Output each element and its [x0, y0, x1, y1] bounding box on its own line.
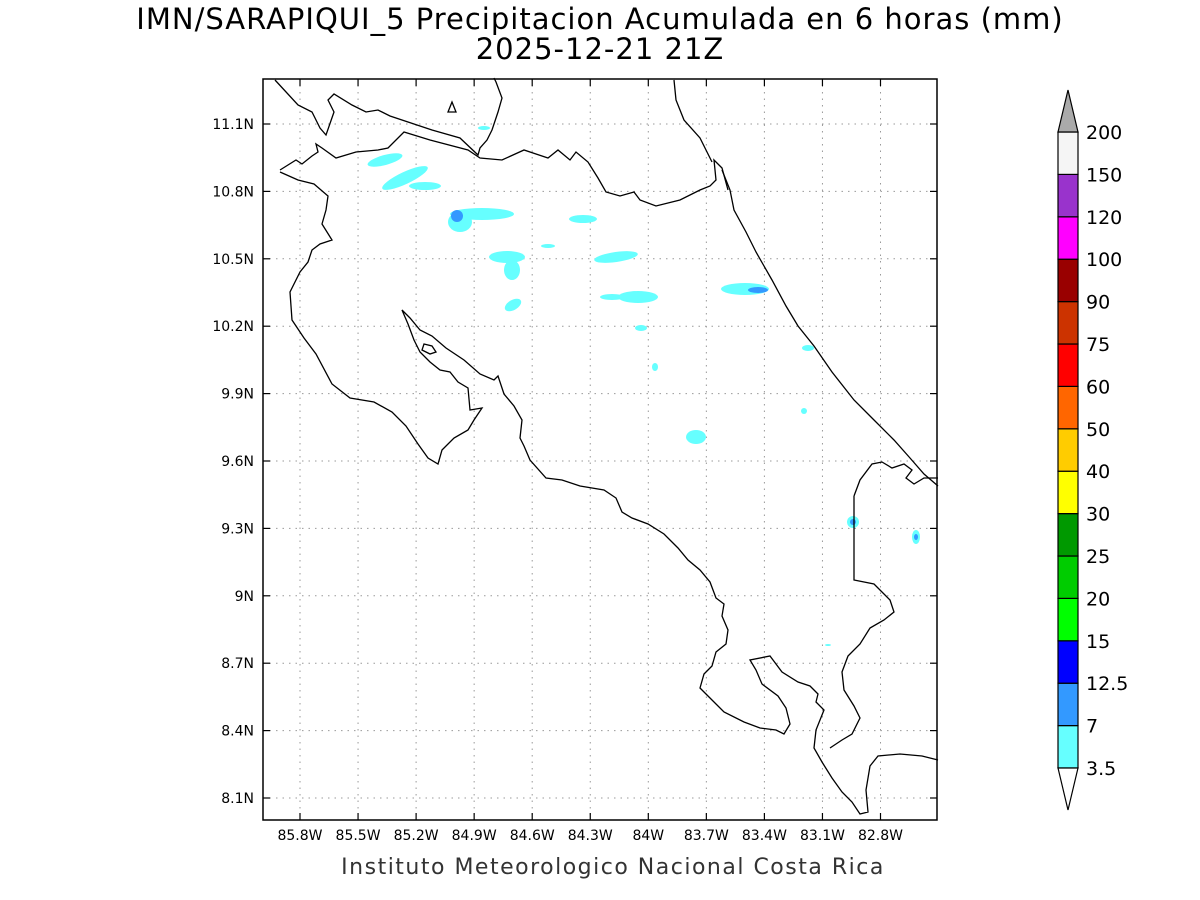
- lat-tick-label: 9.9N: [221, 387, 254, 403]
- colorbar-bottom-arrow: [1057, 767, 1079, 811]
- colorbar-label: 75: [1086, 334, 1110, 356]
- precip-area: [504, 260, 520, 280]
- lat-tick-label: 10.2N: [212, 319, 254, 335]
- colorbar-label: 150: [1086, 164, 1122, 186]
- lon-tick-label: 85.5W: [336, 828, 381, 844]
- precip-area: [801, 408, 807, 414]
- graticule-grid: [263, 79, 937, 820]
- colorbar-segment: [1057, 258, 1079, 303]
- precip-area: [652, 363, 658, 371]
- precip-area: [478, 126, 490, 130]
- precip-area: [600, 294, 624, 300]
- colorbar-label: 100: [1086, 249, 1122, 271]
- lon-tick-label: 82.8W: [858, 828, 903, 844]
- precip-area: [367, 153, 403, 167]
- colorbar-label: 50: [1086, 419, 1110, 441]
- colorbar-label: 3.5: [1086, 758, 1116, 780]
- precip-area-7mm: [451, 210, 463, 222]
- lat-tick-label: 8.7N: [221, 656, 254, 672]
- colorbar: 3.5 7 12.5 15 20 25 30 40 50 60 75 90 100 120 150 200: [1057, 89, 1128, 811]
- institution-footer: Instituto Meteorologico Nacional Costa R…: [341, 855, 885, 880]
- colorbar-label: 40: [1086, 461, 1110, 483]
- map-subtitle: 2025-12-21 21Z: [475, 32, 725, 66]
- lon-tick-label: 85.2W: [394, 828, 439, 844]
- colorbar-segment: [1057, 301, 1079, 345]
- costa-rica-pacific-coast: [279, 171, 939, 815]
- colorbar-segment: [1057, 555, 1079, 600]
- lon-tick-label: 84.9W: [452, 828, 497, 844]
- precip-area: [594, 251, 638, 263]
- colorbar-label: 200: [1086, 122, 1122, 144]
- colorbar-label: 7: [1086, 716, 1098, 738]
- costa-rica-caribbean-coast: [721, 169, 939, 487]
- precip-area: [802, 345, 814, 351]
- colorbar-segment: [1057, 724, 1079, 769]
- nicaragua-caribbean-coast: [673, 79, 713, 163]
- precip-area-7mm: [850, 519, 856, 525]
- map-frame: [262, 78, 938, 821]
- precip-area-7mm: [914, 534, 918, 540]
- colorbar-segment: [1057, 385, 1079, 430]
- colorbar-label: 15: [1086, 631, 1110, 653]
- latitude-axis: 8.1N 8.4N 8.7N 9N 9.3N 9.6N 9.9N 10.2N 10.5N 10.8…: [212, 117, 937, 807]
- lon-tick-label: 83.7W: [684, 828, 729, 844]
- colorbar-segment: [1057, 131, 1079, 176]
- precip-area: [504, 298, 522, 312]
- lon-tick-label: 84W: [632, 828, 664, 844]
- lat-tick-label: 9.3N: [221, 521, 254, 537]
- coastline-north-nicaragua: [274, 77, 503, 157]
- colorbar-segment: [1057, 428, 1079, 472]
- lat-tick-label: 9.6N: [221, 454, 254, 470]
- precip-area: [825, 644, 831, 646]
- colorbar-label: 12.5: [1086, 673, 1128, 695]
- colorbar-segment: [1057, 216, 1079, 260]
- map-title: IMN/SARAPIQUI_5 Precipitacion Acumulada …: [136, 2, 1064, 36]
- lat-tick-label: 10.5N: [212, 252, 254, 268]
- costa-rica-panama-border: [829, 461, 938, 749]
- precip-area: [541, 244, 555, 248]
- nicaragua-costa-rica-border: [279, 131, 729, 207]
- colorbar-label: 25: [1086, 546, 1110, 568]
- precip-area: [409, 182, 441, 190]
- colorbar-label: 30: [1086, 504, 1110, 526]
- lon-tick-label: 84.6W: [510, 828, 555, 844]
- lat-tick-label: 8.4N: [221, 724, 254, 740]
- precipitation-areas: [367, 126, 920, 646]
- lat-tick-label: 10.8N: [212, 184, 254, 200]
- colorbar-segment: [1057, 470, 1079, 515]
- colorbar-segment: [1057, 682, 1079, 727]
- colorbar-label: 60: [1086, 376, 1110, 398]
- precip-area: [686, 430, 706, 444]
- colorbar-top-arrow: [1057, 89, 1079, 133]
- lon-tick-label: 84.3W: [568, 828, 613, 844]
- precip-area-7mm: [748, 287, 768, 293]
- lon-tick-label: 83.1W: [800, 828, 845, 844]
- precip-area: [382, 166, 428, 190]
- nicoya-gulf-island: [421, 343, 438, 355]
- colorbar-segment: [1057, 343, 1079, 388]
- lat-tick-label: 9N: [235, 589, 254, 605]
- colorbar-label: 90: [1086, 292, 1110, 314]
- lon-tick-label: 85.8W: [277, 828, 322, 844]
- precip-area: [635, 325, 647, 331]
- lon-tick-label: 83.4W: [742, 828, 787, 844]
- colorbar-label: 20: [1086, 588, 1110, 610]
- coastlines: [274, 77, 939, 815]
- small-island-north: [447, 100, 457, 113]
- colorbar-label: 120: [1086, 207, 1122, 229]
- colorbar-segment: [1057, 640, 1079, 684]
- precip-area: [569, 215, 597, 223]
- colorbar-segment: [1057, 173, 1079, 218]
- precip-area: [618, 291, 658, 303]
- longitude-axis: 85.8W 85.5W 85.2W 84.9W 84.6W 84.3W 84W 83.7W 83…: [277, 79, 903, 844]
- colorbar-segment: [1057, 512, 1079, 557]
- colorbar-segment: [1057, 597, 1079, 642]
- lat-tick-label: 8.1N: [221, 791, 254, 807]
- precip-area: [489, 251, 525, 263]
- lat-tick-label: 11.1N: [212, 117, 254, 133]
